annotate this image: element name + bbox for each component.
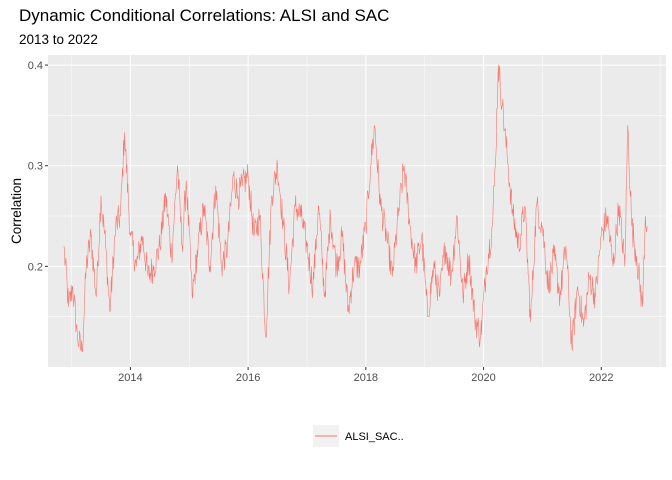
x-tick-label: 2020 (471, 372, 495, 384)
series-layer (63, 64, 648, 353)
y-axis: 0.2 0.3 0.4 (28, 60, 48, 273)
x-tick-label: 2014 (118, 372, 142, 384)
chart-subtitle: 2013 to 2022 (19, 32, 98, 47)
x-axis: 2014 2016 2018 2020 2022 (118, 367, 613, 384)
x-tick-label: 2018 (354, 372, 378, 384)
x-tick-label: 2016 (236, 372, 260, 384)
series-line (63, 64, 648, 353)
y-tick-label: 0.3 (28, 161, 43, 173)
y-tick-label: 0.2 (28, 261, 43, 273)
legend: ALSI_SAC.. (313, 425, 404, 447)
chart-title: Dynamic Conditional Correlations: ALSI a… (19, 6, 390, 25)
legend-label: ALSI_SAC.. (345, 431, 404, 443)
y-tick-label: 0.4 (28, 60, 43, 72)
grid-lines (48, 55, 666, 367)
x-tick-label: 2022 (589, 372, 613, 384)
plot-panel (48, 55, 666, 367)
y-axis-title: Correlation (9, 178, 24, 244)
